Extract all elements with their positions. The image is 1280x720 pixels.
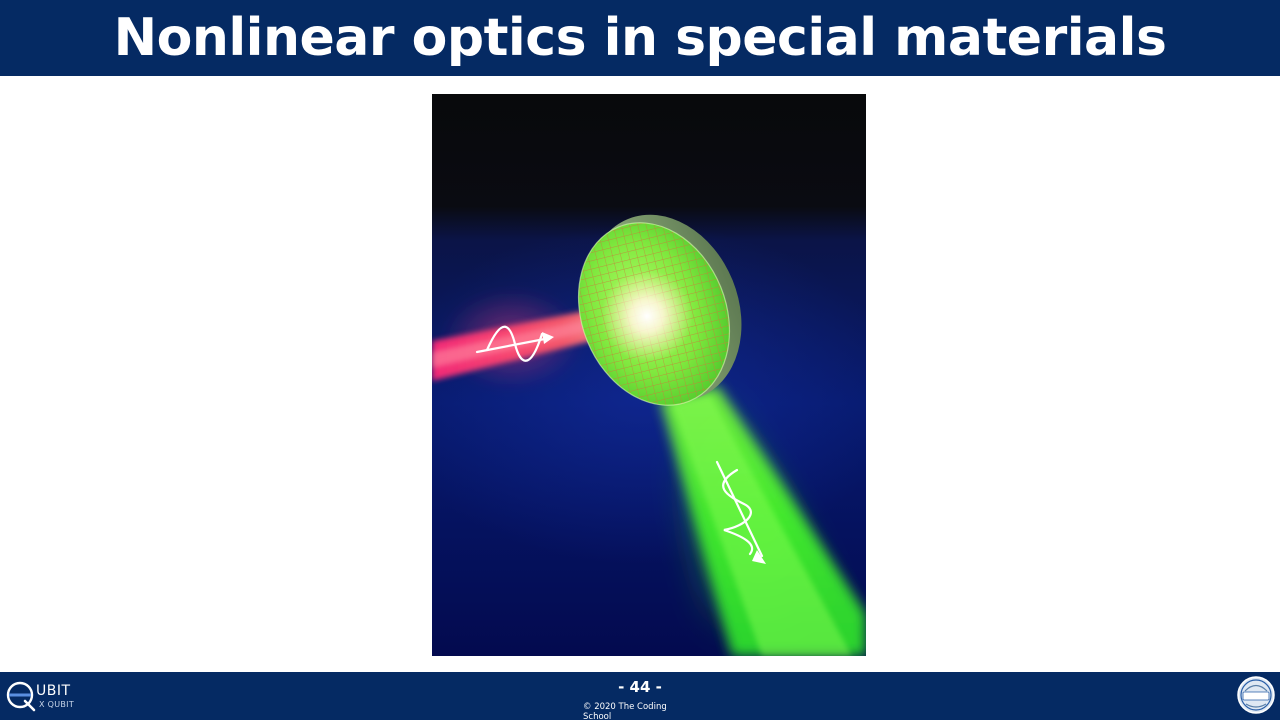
page-number: - 44 - [600,678,680,696]
qubit-logo-text: UBIT [36,683,71,699]
qubit-logo: UBIT X QUBIT [5,678,85,714]
copyright-notice: © 2020 The Coding School [583,702,683,720]
coding-school-logo-icon [1237,676,1275,714]
qubit-logo-subtext: X QUBIT [39,700,74,709]
slide-title: Nonlinear optics in special materials [0,0,1280,76]
slide-header: Nonlinear optics in special materials [0,0,1280,76]
qubit-q-icon [5,680,37,712]
nonlinear-optics-illustration [432,94,866,656]
focal-hotspot [601,270,693,362]
